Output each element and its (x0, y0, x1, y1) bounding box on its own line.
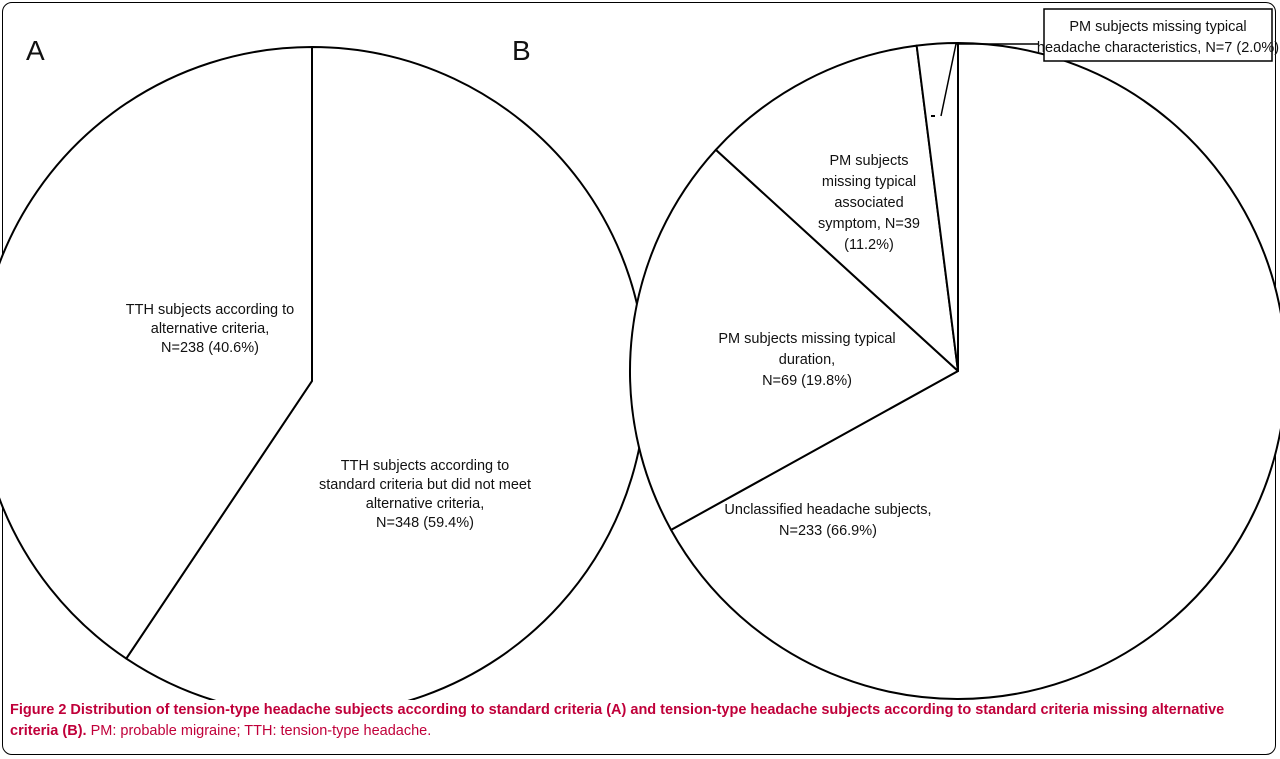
pie-chart-b (629, 42, 1280, 700)
pie-b-slice-1 (670, 42, 1280, 700)
pie-b-slice-2 (629, 148, 959, 531)
pie-a-slice-2 (0, 46, 313, 660)
slice-label-line: missing typical (822, 174, 916, 190)
pie-b-slice-4 (915, 42, 959, 372)
panel-letter-b: B (512, 35, 531, 66)
slice-label-line: (11.2%) (844, 237, 894, 253)
slice-label-line: alternative criteria, (366, 496, 484, 512)
slice-label-line: PM subjects missing typical (718, 331, 895, 347)
slice-label-line: alternative criteria, (151, 321, 269, 337)
pie-a-labels: TTH subjects according to standard criter… (126, 302, 531, 531)
figure-caption: Figure 2 Distribution of tension-type he… (10, 700, 1265, 742)
slice-label-line: symptom, N=39 (818, 216, 920, 232)
slice-label-line: standard criteria but did not meet (319, 477, 531, 493)
pie-a-slice-1 (125, 46, 647, 700)
figure-canvas: A B TTH subjects according to standard cr… (0, 8, 1280, 700)
callout-leader-line (940, 43, 1038, 117)
callout-label-line: headache characteristics, N=7 (2.0%) (1037, 40, 1279, 56)
slice-label-line: PM subjects (830, 153, 909, 169)
slice-label-line: Unclassified headache subjects, (724, 502, 931, 518)
pie-b-labels: Unclassified headache subjects, N=233 (66… (718, 153, 931, 539)
slice-label-line: N=69 (19.8%) (762, 373, 852, 389)
pie-b-callout: PM subjects missing typical headache char… (931, 8, 1279, 117)
slice-label-line: N=348 (59.4%) (376, 515, 474, 531)
slice-label-line: N=238 (40.6%) (161, 340, 259, 356)
caption-title: Figure 2 Distribution of tension-type he… (10, 702, 1225, 739)
callout-box (1043, 8, 1273, 62)
panel-letter-a: A (26, 35, 45, 66)
slice-label-line: duration, (779, 352, 835, 368)
slice-label-line: TTH subjects according to (126, 302, 294, 318)
slice-label-line: associated (834, 195, 903, 211)
caption-text: PM: probable migraine; TTH: tension-type… (86, 723, 432, 739)
pie-b-slice-3 (714, 44, 959, 372)
callout-label-line: PM subjects missing typical (1069, 19, 1246, 35)
slice-label-line: N=233 (66.9%) (779, 523, 877, 539)
pie-chart-a (0, 46, 647, 700)
slice-label-line: TTH subjects according to (341, 458, 509, 474)
